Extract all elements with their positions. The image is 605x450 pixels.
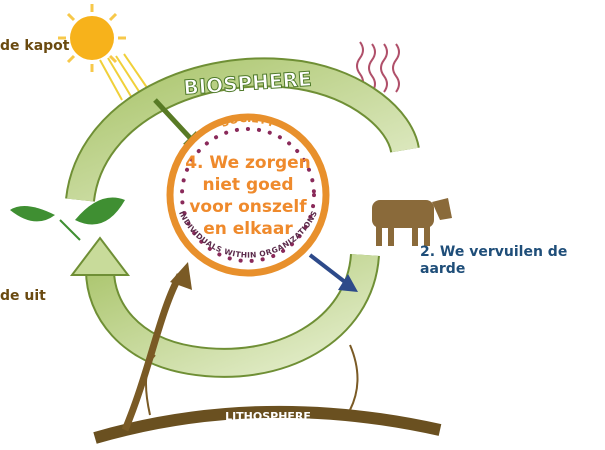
lithosphere-label: LITHOSPHERE <box>225 410 311 423</box>
page: {"labels": {"top_left": "de kapot", "lef… <box>0 0 605 450</box>
label-right: aarde <box>420 261 465 277</box>
center-text: en elkaar <box>203 219 293 239</box>
label-left: de uit <box>0 288 46 304</box>
label-top-left: de kapot <box>0 38 70 54</box>
sun <box>58 4 150 100</box>
society-circle <box>170 117 326 273</box>
center-text: 4. We zorgen <box>185 153 311 173</box>
cow <box>372 198 452 246</box>
center-text: voor onszelf <box>189 197 307 217</box>
out-arrow <box>310 255 345 282</box>
arrow-head <box>72 238 128 275</box>
diagram: BIOSPHERE LITHOSPHERE SOCIETY INDIVIDUAL… <box>0 0 605 450</box>
thin-arrow <box>350 345 358 410</box>
center-text: niet goed <box>202 175 293 195</box>
label-right: 2. We vervuilen de <box>420 244 567 260</box>
leaves <box>10 198 125 241</box>
